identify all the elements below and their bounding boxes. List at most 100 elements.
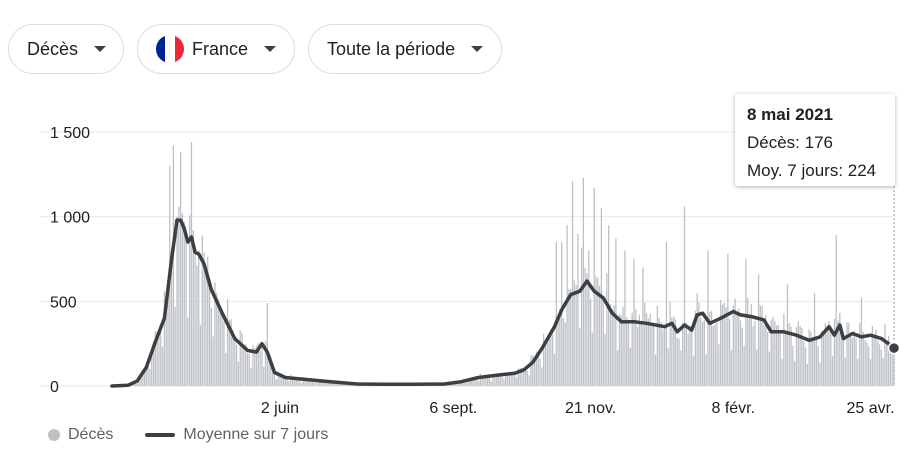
- daily-death-bar: [472, 377, 474, 386]
- daily-death-bar: [734, 298, 736, 386]
- daily-death-bar: [884, 323, 886, 386]
- daily-death-bar: [479, 373, 482, 386]
- daily-death-bar: [259, 351, 261, 386]
- daily-death-bar: [719, 300, 722, 386]
- daily-death-bar: [817, 345, 819, 386]
- daily-death-bar: [219, 309, 222, 386]
- daily-death-bar: [790, 326, 792, 386]
- daily-death-bar: [190, 142, 193, 386]
- daily-death-bar: [703, 320, 706, 386]
- daily-death-bar: [161, 347, 164, 386]
- daily-death-bar: [290, 374, 292, 386]
- daily-death-bar: [842, 337, 845, 386]
- daily-death-bar: [667, 348, 669, 386]
- daily-death-bar: [806, 364, 808, 386]
- daily-death-bar: [282, 374, 285, 386]
- daily-death-bar: [196, 265, 198, 386]
- daily-death-bar: [535, 351, 538, 386]
- daily-death-bar: [864, 339, 866, 386]
- daily-death-bar: [205, 267, 207, 386]
- daily-death-bar: [201, 235, 203, 386]
- daily-death-bar: [878, 344, 881, 386]
- daily-death-bar: [875, 329, 877, 386]
- daily-death-bar: [295, 379, 297, 386]
- daily-death-bar: [322, 381, 324, 386]
- chevron-down-icon: [94, 46, 107, 52]
- daily-death-bar: [288, 381, 290, 386]
- daily-death-bar: [725, 307, 727, 386]
- daily-death-bar: [598, 285, 601, 386]
- daily-death-bar: [244, 344, 247, 386]
- daily-death-bar: [629, 347, 631, 386]
- daily-death-bar: [250, 367, 252, 386]
- daily-death-bar: [777, 325, 780, 386]
- daily-death-bar: [313, 382, 315, 386]
- metric-dropdown[interactable]: Décès: [8, 24, 124, 74]
- daily-death-bar: [775, 325, 778, 386]
- daily-death-bar: [586, 273, 588, 386]
- daily-death-bar: [483, 375, 485, 386]
- daily-death-bar: [228, 319, 231, 386]
- daily-death-bar: [230, 319, 232, 386]
- country-dropdown[interactable]: France: [137, 24, 296, 74]
- daily-death-bar: [575, 285, 577, 386]
- daily-death-bar: [765, 314, 767, 386]
- daily-death-bar: [468, 379, 471, 386]
- daily-death-bar: [812, 340, 814, 386]
- daily-death-bar: [459, 381, 462, 386]
- daily-death-bar: [297, 379, 299, 386]
- daily-death-bar: [808, 329, 810, 386]
- daily-death-bar: [510, 372, 512, 386]
- daily-death-bar: [571, 181, 574, 386]
- daily-death-bar: [786, 284, 789, 386]
- daily-death-bar: [752, 326, 754, 386]
- daily-death-bar: [257, 343, 259, 386]
- daily-death-bar: [671, 317, 673, 386]
- daily-death-bar: [799, 325, 801, 386]
- daily-death-bar: [508, 373, 510, 386]
- daily-death-bar: [743, 345, 745, 386]
- daily-death-bar: [880, 349, 883, 386]
- daily-death-bar: [741, 327, 743, 386]
- daily-death-bar: [550, 330, 552, 386]
- period-dropdown[interactable]: Toute la période: [308, 24, 503, 74]
- x-tick-label: 2 juin: [261, 400, 299, 417]
- daily-death-bar: [134, 382, 137, 386]
- daily-death-bar: [239, 330, 241, 386]
- daily-death-bar: [246, 353, 249, 386]
- daily-death-bar: [640, 323, 642, 386]
- daily-death-bar: [458, 382, 460, 386]
- daily-death-bar: [691, 329, 693, 386]
- daily-death-bar: [669, 301, 671, 386]
- daily-death-bar: [748, 315, 751, 386]
- daily-death-bar: [486, 375, 489, 386]
- daily-death-bar: [248, 353, 250, 386]
- daily-death-bar: [517, 368, 520, 386]
- daily-death-bar: [237, 361, 240, 386]
- daily-death-bar: [822, 332, 825, 386]
- daily-death-bar: [694, 310, 696, 386]
- daily-death-bar: [850, 334, 852, 386]
- daily-death-bar: [284, 376, 287, 386]
- daily-death-bar: [143, 368, 146, 386]
- daily-death-bar: [772, 316, 774, 386]
- daily-death-bar: [208, 282, 211, 386]
- tooltip-average: Moy. 7 jours: 224: [747, 161, 877, 180]
- daily-death-bar: [788, 323, 790, 386]
- daily-death-bar: [658, 318, 660, 386]
- daily-death-bar: [891, 347, 893, 386]
- daily-death-bar: [712, 325, 715, 386]
- daily-death-bar: [272, 368, 274, 386]
- daily-death-bar: [326, 383, 328, 386]
- daily-death-bar: [797, 320, 799, 386]
- daily-death-bar: [185, 234, 187, 386]
- daily-death-bar: [593, 187, 595, 386]
- daily-death-bar: [674, 319, 677, 386]
- daily-death-bar: [252, 345, 254, 386]
- daily-death-bar: [526, 371, 529, 386]
- daily-death-bar: [795, 327, 798, 386]
- daily-death-bar: [627, 320, 630, 386]
- daily-death-bar: [154, 331, 156, 386]
- daily-death-bar: [859, 322, 861, 386]
